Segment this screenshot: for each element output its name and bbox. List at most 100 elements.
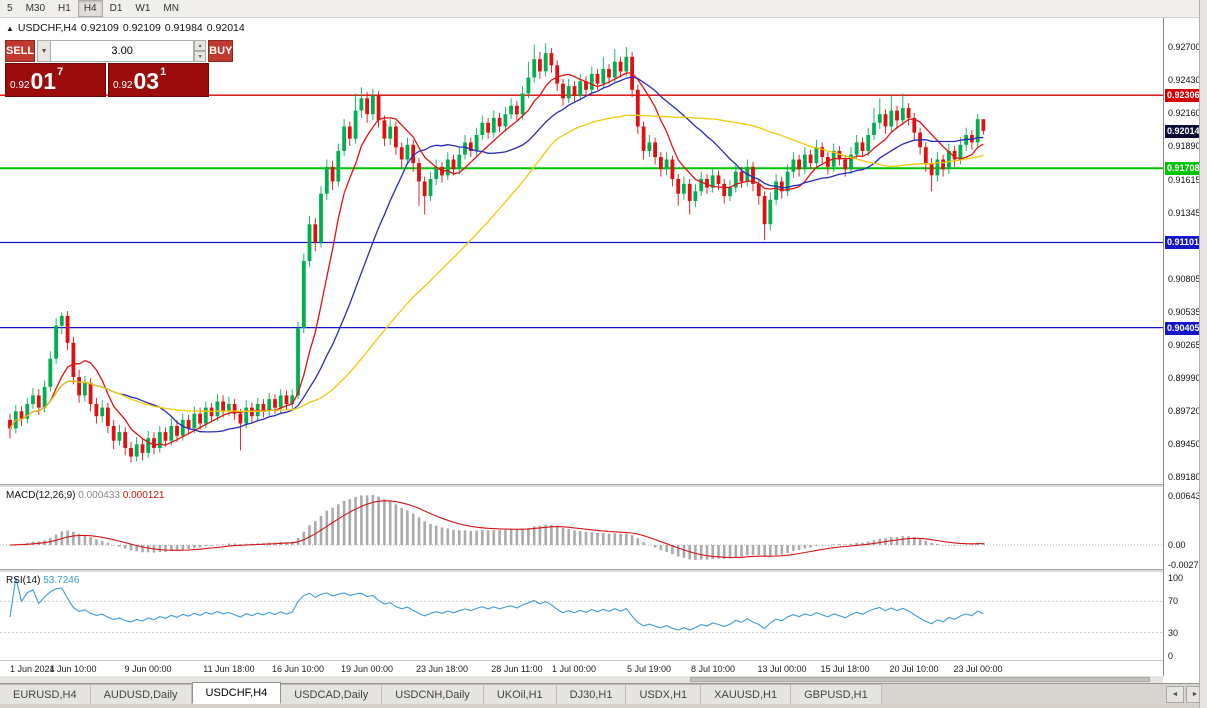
window-right-edge	[1199, 0, 1207, 708]
macd-histogram	[8, 495, 985, 560]
ask-big-digits: 03	[133, 68, 160, 94]
price-axis-label: 0.89180	[1168, 472, 1201, 482]
one-click-toggle-icon[interactable]: ▲	[6, 24, 14, 33]
ask-pipette: 1	[160, 66, 167, 78]
time-axis-label: 23 Jun 18:00	[415, 664, 469, 674]
macd-name: MACD(12,26,9)	[6, 490, 76, 501]
bid-price-display: 0.92 01 7	[5, 63, 106, 97]
horizontal-scrollbar-thumb[interactable]	[690, 677, 1150, 682]
rsi-name: RSI(14)	[6, 575, 41, 586]
time-axis-label: 1 Jul 00:00	[551, 664, 597, 674]
panel-resize-divider[interactable]	[0, 484, 1163, 487]
rsi-axis-label: 70	[1168, 596, 1179, 606]
chart-tab-USDCAD-Daily[interactable]: USDCAD,Daily	[281, 684, 383, 704]
chart-ohlc-title: ▲ USDCHF,H4 0.92109 0.92109 0.91984 0.92014	[6, 22, 249, 34]
macd-axis-label: -0.002726	[1168, 560, 1207, 570]
chart-tab-USDCNH-Daily[interactable]: USDCNH,Daily	[382, 684, 484, 704]
close-value: 0.92014	[206, 22, 245, 34]
macd-label: MACD(12,26,9) 0.000433 0.000121	[6, 490, 164, 501]
price-axis-label: 0.90535	[1168, 307, 1201, 317]
price-axis-label: 0.90805	[1168, 274, 1201, 284]
horizontal-scrollbar[interactable]	[0, 676, 1163, 683]
rsi-line	[9, 577, 984, 631]
price-line-badge: 0.92306	[1165, 89, 1200, 102]
low-value: 0.91984	[164, 22, 203, 34]
price-line-badge: 0.90405	[1165, 322, 1200, 335]
chart-tab-GBPUSD-H1[interactable]: GBPUSD,H1	[791, 684, 882, 704]
bid-prefix: 0.92	[10, 80, 30, 91]
time-axis-label: 16 Jun 10:00	[271, 664, 325, 674]
moving-average-line-45	[9, 114, 984, 429]
one-click-trading-panel: SELL ▼ ▲ ▼ BUY 0.92 01 7 0.92 03 1	[5, 40, 234, 97]
rsi-axis-label: 0	[1168, 651, 1174, 661]
chart-tab-USDX-H1[interactable]: USDX,H1	[626, 684, 702, 704]
rsi-indicator-panel[interactable]	[0, 572, 1163, 660]
price-axis-label: 0.91890	[1168, 141, 1201, 151]
rsi-axis-label: 100	[1168, 573, 1184, 583]
price-axis-label: 0.92430	[1168, 75, 1201, 85]
chart-tab-EURUSD-H4[interactable]: EURUSD,H4	[0, 684, 91, 704]
timeframe-button-H1[interactable]: H1	[58, 3, 71, 14]
timeframe-toolbar: 5 M30 H1 H4 D1 W1 MN	[0, 0, 1207, 18]
time-axis-label: 1 Jun 2021	[10, 664, 55, 674]
symbol-timeframe: USDCHF,H4	[17, 22, 77, 34]
lot-dropdown-button[interactable]: ▼	[37, 40, 52, 62]
time-axis-label: 5 Jul 19:00	[626, 664, 672, 674]
time-axis-label: 28 Jun 11:00	[491, 664, 543, 674]
moving-average-line-20	[9, 76, 984, 433]
price-axis[interactable]: 0.92700 0.92430 0.92160 0.91890 0.91615 0.913…	[1163, 18, 1207, 676]
price-axis-label: 0.89450	[1168, 439, 1201, 449]
rsi-value: 53.7246	[43, 575, 80, 586]
timeframe-button-5[interactable]: 5	[7, 3, 13, 14]
chart-tab-USDCHF-H4[interactable]: USDCHF,H4	[191, 682, 282, 704]
timeframe-button-W1[interactable]: W1	[135, 3, 151, 14]
price-axis-label: 0.92700	[1168, 42, 1201, 52]
panel-resize-divider[interactable]	[0, 569, 1163, 572]
lot-size-input[interactable]	[51, 40, 195, 62]
open-value: 0.92109	[80, 22, 119, 34]
window-bottom-edge	[0, 704, 1207, 708]
time-axis-label: 4 Jun 10:00	[49, 664, 97, 674]
time-axis-label: 11 Jun 18:00	[203, 664, 255, 674]
lot-spinner: ▲ ▼	[194, 40, 207, 62]
ask-prefix: 0.92	[113, 80, 133, 91]
price-line-badge: 0.91101	[1165, 236, 1200, 249]
price-axis-label: 0.91615	[1168, 175, 1201, 185]
buy-button[interactable]: BUY	[208, 40, 234, 62]
macd-axis-label: 0.00	[1168, 540, 1186, 550]
timeframe-button-MN[interactable]: MN	[163, 3, 179, 14]
price-axis-label: 0.89720	[1168, 406, 1201, 416]
timeframe-button-H4[interactable]: H4	[77, 0, 103, 17]
bid-big-digits: 01	[30, 68, 57, 94]
tab-scroll-left-button[interactable]: ◄	[1166, 686, 1184, 703]
timeframe-button-D1[interactable]: D1	[109, 3, 123, 14]
candles-group	[8, 43, 986, 463]
price-line-badge: 0.91708	[1165, 162, 1200, 175]
sell-button[interactable]: SELL	[5, 40, 36, 62]
macd-indicator-panel[interactable]	[0, 487, 1163, 569]
time-axis-label: 9 Jun 00:00	[124, 664, 172, 674]
time-axis-label: 13 Jul 00:00	[757, 664, 807, 674]
chart-tab-UKOil-H1[interactable]: UKOil,H1	[483, 684, 557, 704]
time-axis-label: 8 Jul 10:00	[690, 664, 736, 674]
timeframe-button-M30[interactable]: M30	[25, 3, 46, 14]
rsi-label: RSI(14) 53.7246	[6, 575, 79, 586]
macd-signal-value: 0.000121	[122, 490, 165, 501]
ask-price-display: 0.92 03 1	[108, 63, 209, 97]
time-axis[interactable]: 1 Jun 2021 4 Jun 10:00 9 Jun 00:00 11 Jun 1…	[0, 660, 1163, 677]
price-axis-label: 0.91345	[1168, 208, 1201, 218]
time-axis-label: 23 Jul 00:00	[953, 664, 1003, 674]
chart-tab-AUDUSD-Daily[interactable]: AUDUSD,Daily	[90, 684, 192, 704]
time-axis-label: 19 Jun 00:00	[340, 664, 394, 674]
macd-main-value: 0.000433	[78, 490, 120, 501]
lot-increase-button[interactable]: ▲	[194, 40, 207, 51]
chart-tab-DJ30-H1[interactable]: DJ30,H1	[556, 684, 627, 704]
moving-average-line-8	[9, 72, 984, 446]
chart-tab-XAUUSD-H1[interactable]: XAUUSD,H1	[701, 684, 792, 704]
lot-decrease-button[interactable]: ▼	[194, 51, 207, 62]
high-value: 0.92109	[122, 22, 161, 34]
price-axis-label: 0.92160	[1168, 108, 1201, 118]
chart-tabs-bar: EURUSD,H4 AUDUSD,Daily USDCHF,H4 USDCAD,Dai…	[0, 682, 1207, 704]
rsi-axis-label: 30	[1168, 628, 1179, 638]
